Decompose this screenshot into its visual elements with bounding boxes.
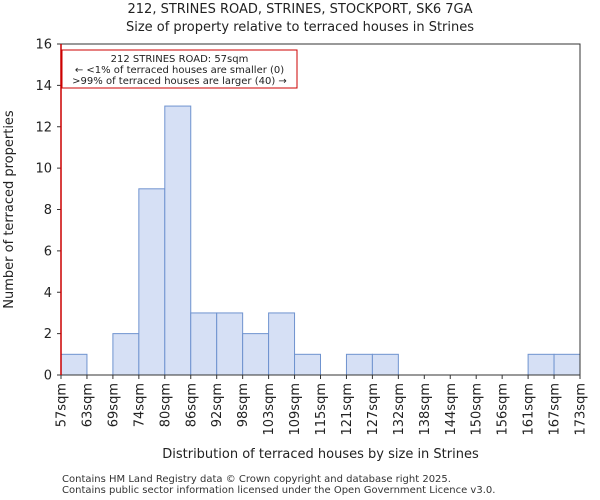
histogram-bar <box>112 333 140 376</box>
x-tick-label: 92sqm <box>210 383 225 427</box>
chart-subtitle: Size of property relative to terraced ho… <box>125 20 475 35</box>
x-tick-label: 63sqm <box>80 383 95 427</box>
x-tick-label: 167sqm <box>548 383 563 436</box>
y-tick-label: 4 <box>44 286 52 301</box>
x-tick-label: 86sqm <box>184 383 199 427</box>
y-tick-label: 0 <box>44 369 52 384</box>
histogram-bar <box>138 188 166 376</box>
y-tick-label: 12 <box>35 120 52 135</box>
y-tick-label: 14 <box>35 79 52 94</box>
x-tick-label: 138sqm <box>418 383 433 436</box>
y-tick-label: 6 <box>44 244 52 259</box>
x-tick-label: 57sqm <box>55 383 70 427</box>
x-tick-label: 150sqm <box>470 383 485 436</box>
x-tick-label: 173sqm <box>574 383 589 436</box>
x-tick-label: 69sqm <box>106 383 121 427</box>
annotation-box <box>61 49 298 89</box>
x-tick-label: 127sqm <box>366 383 381 436</box>
x-tick-label: 132sqm <box>392 383 407 436</box>
chart-title: 212, STRINES ROAD, STRINES, STOCKPORT, S… <box>127 2 473 17</box>
y-tick-label: 2 <box>44 327 52 342</box>
annotation-line-2: ← <1% of terraced houses are smaller (0) <box>75 65 284 76</box>
x-tick-label: 115sqm <box>314 383 329 436</box>
histogram-bar <box>345 353 373 376</box>
histogram-bar <box>371 353 399 376</box>
x-tick-label: 74sqm <box>132 383 147 427</box>
x-axis-label: Distribution of terraced houses by size … <box>162 447 479 462</box>
histogram-bar <box>216 312 244 376</box>
histogram-bar <box>527 353 555 376</box>
y-axis-label: Number of terraced properties <box>2 110 17 309</box>
histogram-bar <box>60 353 88 376</box>
x-tick-label: 156sqm <box>496 383 511 436</box>
x-tick-label: 103sqm <box>262 383 277 436</box>
x-tick-label: 109sqm <box>288 383 303 436</box>
x-tick-label: 98sqm <box>236 383 251 427</box>
x-tick-label: 144sqm <box>444 383 459 436</box>
annotation-line-3: >99% of terraced houses are larger (40) … <box>72 76 287 87</box>
x-tick-label: 161sqm <box>522 383 537 436</box>
histogram-bar <box>294 353 321 376</box>
y-tick-label: 16 <box>35 38 52 53</box>
footer-line-2: Contains public sector information licen… <box>62 485 496 496</box>
y-tick-label: 10 <box>35 162 52 177</box>
footer-line-1: Contains HM Land Registry data © Crown c… <box>62 474 451 485</box>
annotation-line-1: 212 STRINES ROAD: 57sqm <box>111 54 249 65</box>
x-tick-label: 121sqm <box>340 383 355 436</box>
histogram-bar <box>164 105 192 376</box>
histogram-bar <box>190 312 218 376</box>
x-tick-label: 80sqm <box>158 383 173 427</box>
y-tick-label: 8 <box>44 203 52 218</box>
histogram-bar <box>242 333 270 376</box>
histogram-bar <box>553 353 581 376</box>
histogram-bar <box>268 312 296 376</box>
